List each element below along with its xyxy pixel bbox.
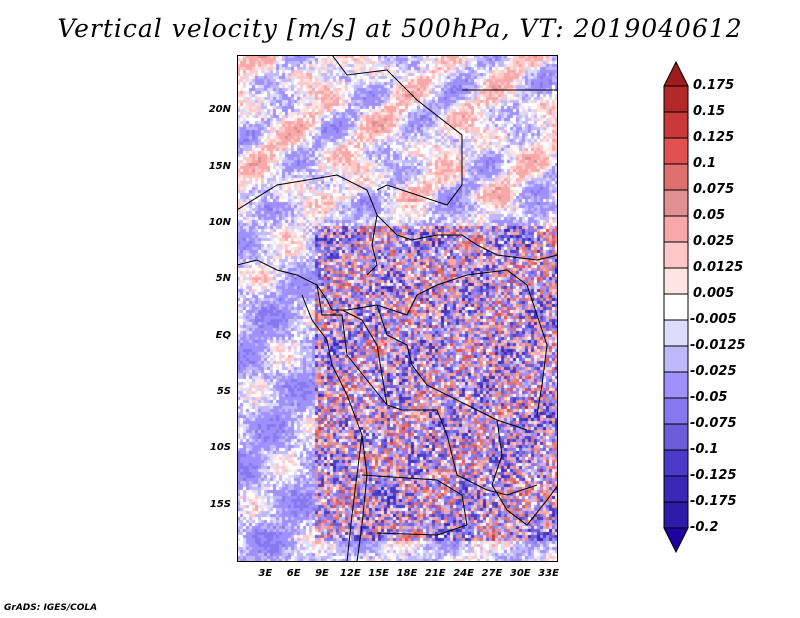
lon-tick-label: 15E [368, 568, 389, 579]
lon-tick-label: 12E [339, 568, 361, 579]
border-line [346, 354, 538, 496]
lat-tick-label: EQ [215, 329, 231, 341]
border-line [237, 174, 378, 276]
lon-tick-label: 24E [453, 568, 474, 579]
lat-tick-label: 10N [208, 217, 231, 228]
colorbar-label: 0.025 [693, 234, 735, 249]
colorbar-top-arrow [663, 60, 689, 87]
colorbar-segment [663, 137, 689, 165]
lon-tick-label: 3E [258, 568, 273, 579]
lon-tick-label: 18E [396, 568, 418, 579]
colorbar-segment [663, 501, 689, 529]
colorbar [663, 60, 689, 554]
colorbar-label: -0.005 [690, 312, 737, 327]
border-line [331, 55, 463, 206]
colorbar-label: -0.175 [690, 494, 737, 509]
lat-tick-label: 15S [209, 498, 231, 510]
colorbar-segment [663, 267, 689, 295]
chart-title: Vertical velocity [m/s] at 500hPa, VT: 2… [57, 14, 743, 43]
colorbar-label: 0.005 [693, 286, 735, 301]
colorbar-label: -0.1 [690, 442, 719, 457]
lon-tick-label: 9E [315, 568, 329, 579]
border-line [376, 524, 468, 536]
colorbar-label: 0.0125 [693, 260, 744, 275]
border-line [491, 419, 558, 526]
colorbar-segment [663, 85, 689, 113]
border-line [526, 284, 548, 416]
colorbar-label: 0.125 [693, 130, 735, 145]
map-frame [237, 55, 558, 562]
lon-tick-label: 30E [509, 568, 531, 579]
colorbar-segment [663, 475, 689, 503]
grads-credit: GrADS: IGES/COLA [4, 603, 98, 613]
colorbar-label: -0.05 [690, 390, 728, 405]
border-line [237, 259, 528, 316]
colorbar-label: -0.125 [690, 468, 737, 483]
lon-tick-label: 33E [538, 568, 559, 579]
border-line [316, 284, 348, 356]
border-line [341, 309, 388, 406]
colorbar-segment [663, 189, 689, 217]
border-line [376, 304, 528, 431]
colorbar-segment [663, 163, 689, 191]
country-borders [237, 55, 558, 562]
coast-line [301, 294, 368, 562]
colorbar-segment [663, 319, 689, 347]
colorbar-label: -0.075 [690, 416, 737, 431]
lat-tick-label: 10S [209, 442, 231, 454]
lat-tick-label: 20N [208, 104, 231, 116]
colorbar-label: 0.075 [693, 182, 735, 197]
colorbar-segment [663, 397, 689, 425]
lat-tick-label: 5N [215, 273, 231, 285]
colorbar-label: 0.05 [693, 208, 726, 223]
colorbar-label: 0.1 [693, 156, 717, 171]
colorbar-segment [663, 293, 689, 321]
border-line [361, 474, 468, 526]
lon-tick-label: 27E [481, 568, 503, 579]
colorbar-segment [663, 423, 689, 451]
lat-tick-label: 15N [208, 160, 231, 172]
border-line [376, 214, 558, 261]
colorbar-label: -0.0125 [690, 338, 746, 353]
colorbar-segment [663, 215, 689, 243]
colorbar-segment [663, 111, 689, 139]
colorbar-segment [663, 241, 689, 269]
colorbar-label: -0.025 [690, 364, 737, 379]
colorbar-segment [663, 345, 689, 373]
lon-tick-label: 6E [286, 568, 301, 579]
colorbar-segment [663, 449, 689, 477]
colorbar-bottom-arrow [663, 527, 689, 554]
colorbar-segment [663, 371, 689, 399]
lon-tick-label: 21E [424, 568, 446, 579]
colorbar-label: -0.2 [690, 520, 719, 535]
colorbar-label: 0.175 [693, 78, 735, 93]
border-line [346, 434, 363, 562]
colorbar-label: 0.15 [693, 104, 726, 119]
lat-tick-label: 5S [216, 386, 231, 397]
